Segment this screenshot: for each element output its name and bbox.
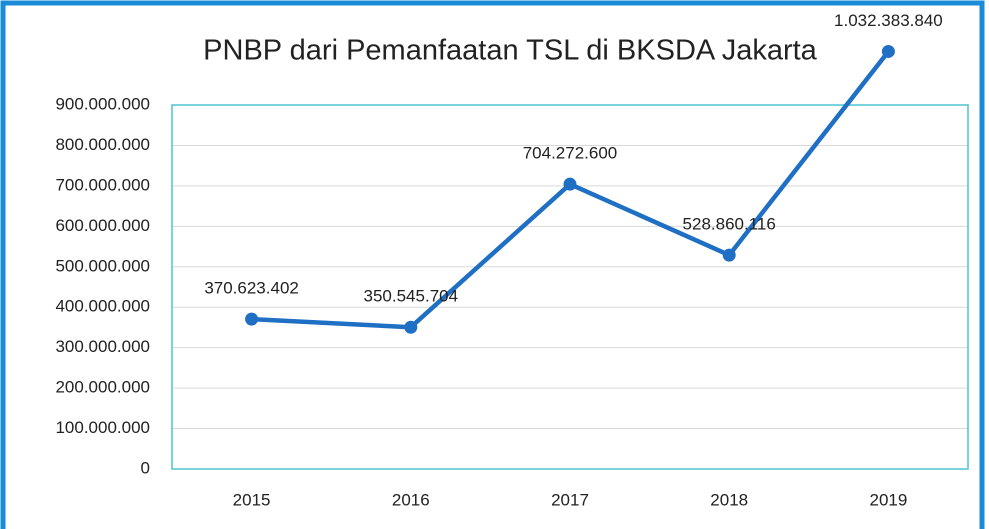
- x-tick-label: 2017: [551, 490, 589, 509]
- y-tick-label: 100.000.000: [55, 418, 150, 437]
- chart-title: PNBP dari Pemanfaatan TSL di BKSDA Jakar…: [203, 35, 818, 67]
- y-tick-label: 700.000.000: [55, 175, 150, 194]
- y-tick-label: 300.000.000: [55, 337, 150, 356]
- point: [881, 44, 895, 58]
- data-label: 350.545.704: [364, 287, 459, 306]
- y-tick-label: 600.000.000: [55, 216, 150, 235]
- data-label: 1.032.383.840: [834, 11, 943, 30]
- y-tick-label: 400.000.000: [55, 297, 150, 316]
- x-tick-label: 2018: [710, 490, 748, 509]
- data-label: 528.860.116: [683, 215, 776, 234]
- data-label: 370.623.402: [204, 279, 299, 298]
- point: [722, 248, 736, 262]
- y-tick-label: 800.000.000: [55, 135, 150, 154]
- y-tick-label: 900.000.000: [55, 94, 150, 113]
- x-tick-label: 2016: [392, 490, 430, 509]
- point: [404, 320, 418, 334]
- y-tick-label: 500.000.000: [55, 256, 150, 275]
- point: [563, 177, 577, 191]
- x-tick-label: 2019: [869, 490, 907, 509]
- y-tick-label: 200.000.000: [55, 378, 150, 397]
- y-tick-label: 0: [141, 458, 150, 477]
- x-tick-label: 2015: [233, 490, 271, 509]
- data-label: 704.272.600: [523, 144, 618, 163]
- point: [245, 312, 259, 326]
- plot-border: [171, 104, 969, 470]
